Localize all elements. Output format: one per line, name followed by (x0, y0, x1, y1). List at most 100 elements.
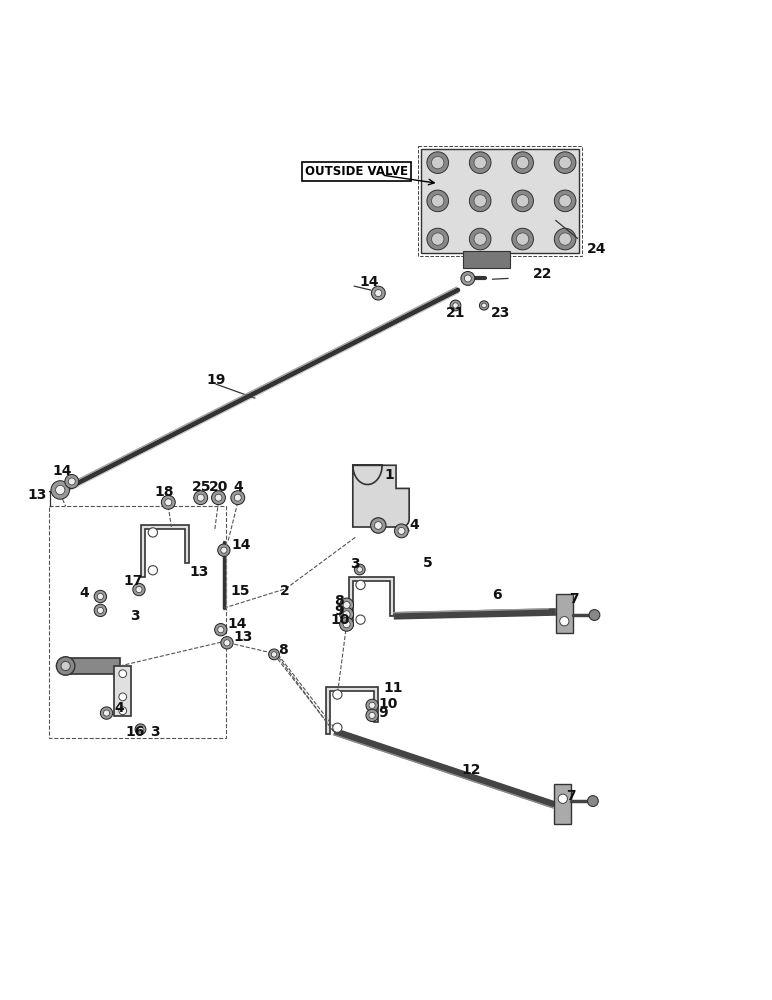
Text: 13: 13 (233, 630, 252, 644)
Polygon shape (141, 525, 189, 577)
Bar (463, 251, 510, 268)
Text: 13: 13 (27, 488, 46, 502)
Circle shape (148, 528, 157, 537)
Circle shape (136, 586, 142, 593)
Circle shape (432, 195, 444, 207)
Circle shape (51, 481, 69, 499)
Circle shape (215, 624, 227, 636)
Circle shape (65, 475, 79, 488)
Circle shape (340, 607, 354, 621)
Circle shape (97, 593, 103, 600)
Text: 12: 12 (462, 763, 481, 777)
Text: 2: 2 (280, 584, 290, 598)
Circle shape (587, 796, 598, 806)
Circle shape (427, 190, 449, 212)
Bar (114, 666, 131, 716)
Text: 20: 20 (208, 480, 228, 494)
Text: 7: 7 (566, 789, 575, 803)
Circle shape (356, 615, 365, 624)
Circle shape (94, 590, 107, 603)
Bar (418, 146, 582, 256)
Text: 10: 10 (378, 697, 398, 711)
Circle shape (398, 527, 405, 534)
Text: 4: 4 (114, 701, 124, 715)
Circle shape (559, 195, 571, 207)
Circle shape (161, 495, 175, 509)
Circle shape (194, 491, 208, 505)
Circle shape (343, 602, 350, 608)
Circle shape (394, 524, 408, 538)
Text: 9: 9 (378, 706, 388, 720)
Circle shape (469, 228, 491, 250)
Bar (556, 594, 573, 633)
Circle shape (269, 649, 279, 660)
Bar (49, 506, 226, 738)
Circle shape (215, 494, 222, 501)
Circle shape (474, 195, 486, 207)
Circle shape (224, 640, 230, 646)
Circle shape (148, 566, 157, 575)
Circle shape (340, 617, 354, 631)
Circle shape (333, 723, 342, 732)
Text: 3: 3 (130, 609, 139, 623)
Circle shape (371, 518, 386, 533)
Circle shape (374, 522, 382, 529)
Circle shape (340, 598, 354, 612)
Circle shape (119, 693, 127, 701)
Text: 6: 6 (493, 588, 502, 602)
Text: 14: 14 (227, 617, 246, 631)
Circle shape (221, 547, 227, 553)
Circle shape (231, 491, 245, 505)
Text: 14: 14 (359, 275, 378, 289)
Circle shape (119, 707, 127, 715)
Circle shape (366, 709, 378, 722)
Circle shape (474, 233, 486, 245)
Text: 9: 9 (334, 604, 344, 618)
Text: 17: 17 (124, 574, 143, 588)
Circle shape (135, 724, 146, 735)
Polygon shape (326, 687, 378, 734)
Text: 14: 14 (52, 464, 72, 478)
Text: 8: 8 (334, 594, 344, 608)
Circle shape (218, 544, 230, 556)
Polygon shape (353, 465, 409, 527)
Circle shape (432, 156, 444, 169)
Circle shape (589, 610, 600, 620)
Text: 3: 3 (350, 557, 359, 571)
Text: 13: 13 (189, 565, 208, 579)
Circle shape (461, 271, 475, 285)
Bar (554, 784, 571, 824)
Text: 3: 3 (151, 725, 160, 739)
Circle shape (97, 607, 103, 613)
Circle shape (559, 233, 571, 245)
Circle shape (164, 499, 171, 506)
Circle shape (554, 152, 576, 173)
Text: 18: 18 (154, 485, 174, 499)
Text: 24: 24 (587, 242, 606, 256)
Circle shape (333, 690, 342, 699)
Text: 5: 5 (423, 556, 433, 570)
Text: 15: 15 (230, 584, 249, 598)
Circle shape (137, 727, 143, 732)
Circle shape (343, 611, 350, 618)
Circle shape (357, 567, 363, 572)
Polygon shape (349, 577, 394, 626)
Text: 11: 11 (384, 681, 403, 695)
Circle shape (56, 485, 65, 495)
Circle shape (432, 233, 444, 245)
Circle shape (516, 233, 529, 245)
Circle shape (479, 301, 489, 310)
Bar (421, 149, 579, 253)
Circle shape (452, 303, 458, 308)
Circle shape (554, 190, 576, 212)
Circle shape (516, 195, 529, 207)
Circle shape (469, 190, 491, 212)
Text: 25: 25 (191, 480, 211, 494)
Circle shape (560, 617, 569, 626)
Circle shape (271, 652, 276, 657)
Circle shape (235, 494, 241, 501)
Text: 23: 23 (491, 306, 510, 320)
Circle shape (512, 152, 533, 173)
Circle shape (374, 290, 381, 297)
Circle shape (474, 156, 486, 169)
